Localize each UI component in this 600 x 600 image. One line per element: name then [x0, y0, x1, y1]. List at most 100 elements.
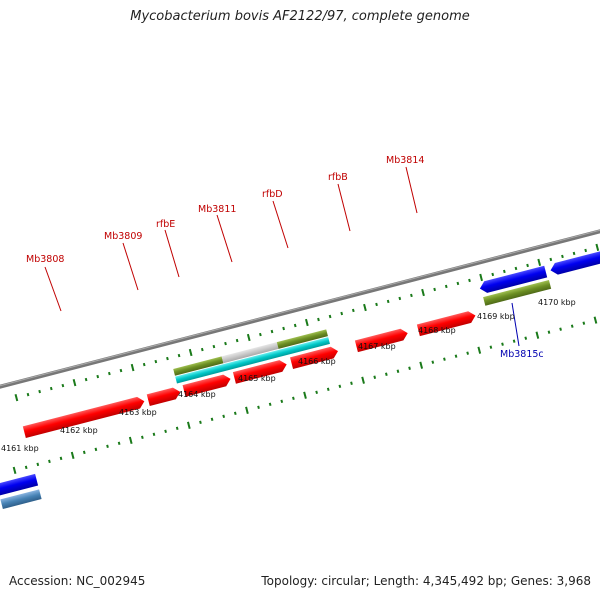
- gene-Mb3815c-arrow[interactable]: [478, 265, 548, 295]
- lower-tick: [70, 451, 75, 460]
- leader-Mb3814: [405, 166, 418, 214]
- label-Mb3808[interactable]: Mb3808: [26, 254, 64, 265]
- label-rfbD[interactable]: rfbD: [262, 189, 283, 200]
- leader-Mb3811: [216, 214, 233, 263]
- lower-tick: [106, 444, 109, 449]
- lower-tick: [419, 361, 424, 369]
- kbp-label-4165: 4165 kbp: [238, 374, 276, 383]
- gene-next-reverse-arrow[interactable]: [549, 246, 600, 276]
- feature-track: [173, 329, 330, 384]
- upper-tick: [514, 266, 518, 271]
- gene-leader-lines: [44, 166, 520, 347]
- genome-backbone: [0, 229, 600, 389]
- label-rfbE[interactable]: rfbE: [156, 219, 175, 230]
- upper-tick: [119, 368, 123, 373]
- upper-tick: [84, 377, 88, 382]
- label-Mb3814[interactable]: Mb3814: [386, 155, 424, 166]
- upper-tick-track: [14, 243, 600, 402]
- lower-tick: [559, 327, 562, 331]
- leader-Mb3808: [44, 266, 62, 312]
- leader-Mb3809: [122, 242, 139, 291]
- upper-tick: [177, 353, 181, 358]
- lower-tick: [535, 331, 540, 339]
- lower-tick: [245, 406, 249, 414]
- label-Mb3811[interactable]: Mb3811: [198, 204, 236, 215]
- upper-tick: [49, 386, 53, 391]
- label-Mb3809[interactable]: Mb3809: [104, 231, 142, 242]
- upper-tick: [595, 243, 600, 252]
- lower-tick: [268, 402, 272, 406]
- feature-grey-bar[interactable]: [221, 342, 279, 364]
- genome-backbone-highlight: [0, 229, 600, 387]
- gene-labels: Mb3808 Mb3809 rfbE Mb3811 rfbD rfbB Mb38…: [26, 155, 544, 360]
- upper-tick: [375, 302, 378, 307]
- lower-tick: [443, 357, 446, 361]
- lower-tick: [431, 360, 435, 364]
- kbp-label-4164: 4164 kbp: [178, 390, 216, 399]
- lower-tick: [384, 372, 388, 376]
- upper-tick: [142, 362, 146, 367]
- upper-tick: [537, 258, 542, 267]
- leader-rfbD: [272, 200, 289, 249]
- label-rfbB[interactable]: rfbB: [328, 172, 348, 183]
- feature-cyan-bar[interactable]: [175, 337, 330, 384]
- accession-text: Accession: NC_002945: [9, 574, 146, 588]
- lower-tick: [326, 387, 330, 391]
- upper-tick: [154, 359, 158, 364]
- kbp-label-4169: 4169 kbp: [477, 312, 515, 321]
- upper-tick: [444, 284, 448, 289]
- gene-Mb3814-arrow[interactable]: [416, 310, 477, 337]
- gene-rfbE-arrow[interactable]: [182, 373, 232, 397]
- feature-green-bar-reverse[interactable]: [483, 280, 552, 306]
- gene-left-steel-arrow[interactable]: [0, 489, 42, 510]
- lower-tick: [36, 462, 40, 467]
- gene-rfbB-arrow[interactable]: [354, 327, 409, 353]
- forward-strand-track: [22, 310, 477, 439]
- upper-tick: [410, 293, 413, 298]
- lower-tick: [94, 447, 98, 452]
- upper-tick: [386, 299, 390, 304]
- lower-tick: [593, 316, 598, 324]
- lower-tick: [570, 324, 574, 328]
- kbp-label-4166: 4166 kbp: [298, 357, 336, 366]
- lower-tick: [361, 376, 365, 384]
- lower-tick: [199, 420, 202, 425]
- upper-tick: [363, 303, 367, 312]
- upper-tick: [351, 308, 355, 313]
- feature-green-bar-2[interactable]: [276, 329, 328, 349]
- upper-tick: [188, 348, 193, 357]
- upper-tick: [108, 371, 111, 376]
- lower-tick: [164, 429, 167, 434]
- upper-tick: [491, 272, 495, 277]
- label-Mb3815c[interactable]: Mb3815c: [500, 349, 544, 360]
- lower-tick: [454, 354, 458, 358]
- lower-tick: [466, 351, 470, 355]
- lower-tick: [280, 399, 284, 403]
- lower-tick: [233, 411, 237, 416]
- gene-Mb3811-arrow[interactable]: [232, 359, 288, 384]
- gene-left-blue-arrow[interactable]: [0, 473, 39, 496]
- lower-tick: [501, 342, 504, 346]
- upper-tick: [270, 329, 274, 334]
- lower-tick: [315, 390, 318, 394]
- lower-tick: [373, 375, 377, 379]
- lower-tick: [524, 336, 528, 340]
- lower-tick: [128, 436, 133, 444]
- upper-tick: [317, 317, 320, 322]
- upper-tick: [212, 344, 216, 349]
- lower-tick: [338, 384, 342, 388]
- lower-tick: [175, 426, 179, 431]
- upper-tick: [14, 393, 19, 402]
- upper-tick: [328, 314, 332, 319]
- feature-green-bar[interactable]: [173, 356, 224, 376]
- kbp-label-4168: 4168 kbp: [418, 326, 456, 335]
- kbp-label-4162: 4162 kbp: [60, 426, 98, 435]
- lower-tick: [210, 417, 214, 422]
- gene-Mb3808-arrow[interactable]: [22, 395, 146, 439]
- gene-Mb3809-arrow[interactable]: [146, 386, 182, 406]
- gene-rfbD-arrow[interactable]: [290, 345, 339, 369]
- upper-tick: [259, 332, 262, 337]
- lower-tick: [582, 321, 586, 325]
- lower-tick: [477, 346, 482, 354]
- lower-tick: [186, 421, 191, 429]
